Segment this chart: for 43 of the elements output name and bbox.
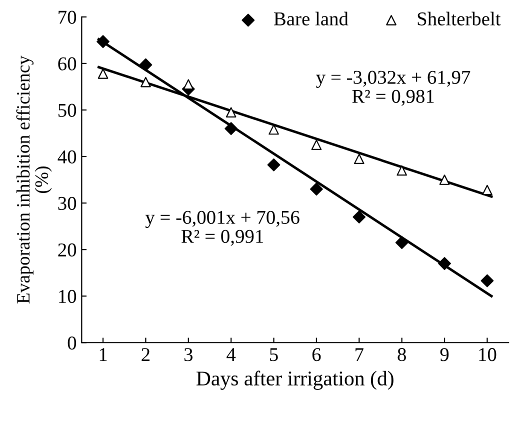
x-tick-label: 6 xyxy=(312,348,321,362)
x-tick-label: 2 xyxy=(142,348,150,361)
point xyxy=(140,76,151,88)
x-tick-label: 4 xyxy=(226,348,236,361)
point xyxy=(395,236,408,250)
y-axis-title: Evaporation inhibition efficiency (%) xyxy=(16,56,52,304)
point xyxy=(310,182,323,196)
x-tick-label: 10 xyxy=(479,348,496,362)
point xyxy=(224,122,238,136)
point xyxy=(480,274,494,288)
y-tick-label: 40 xyxy=(58,150,76,164)
point xyxy=(267,158,280,172)
point xyxy=(268,124,279,135)
y-tick-label: 70 xyxy=(58,10,76,24)
point xyxy=(98,68,108,79)
point xyxy=(139,58,152,72)
y-tick-label: 0 xyxy=(68,336,76,350)
y-tick-label: 60 xyxy=(58,57,76,70)
point xyxy=(396,165,407,176)
point xyxy=(439,174,450,185)
annotation: y = -6,001x + 70,56 R² = 0,991 xyxy=(145,210,300,246)
point xyxy=(96,35,110,48)
x-axis-title: Days after irrigation (d) xyxy=(196,370,394,390)
point xyxy=(352,210,366,224)
y-tick-label: 30 xyxy=(58,196,76,210)
annotation: y = -3,032x + 61,97 R² = 0,981 xyxy=(316,70,470,106)
point xyxy=(354,154,364,164)
x-tick-label: 7 xyxy=(356,348,364,361)
y-tick-label: 10 xyxy=(59,290,76,304)
x-tick-label: 3 xyxy=(184,348,193,362)
point xyxy=(482,184,492,196)
point xyxy=(311,140,322,150)
y-tick-label: 20 xyxy=(58,243,76,257)
point xyxy=(183,79,194,90)
point xyxy=(438,257,451,270)
x-tick-label: 5 xyxy=(270,348,278,362)
x-tick-label: 9 xyxy=(440,348,449,362)
point xyxy=(226,107,236,118)
x-tick-label: 8 xyxy=(398,348,406,362)
legend-label: Bare land xyxy=(274,12,348,26)
y-tick-label: 50 xyxy=(58,104,76,117)
x-tick-label: 1 xyxy=(100,348,107,361)
legend-label: Shelterbelt xyxy=(418,12,501,26)
